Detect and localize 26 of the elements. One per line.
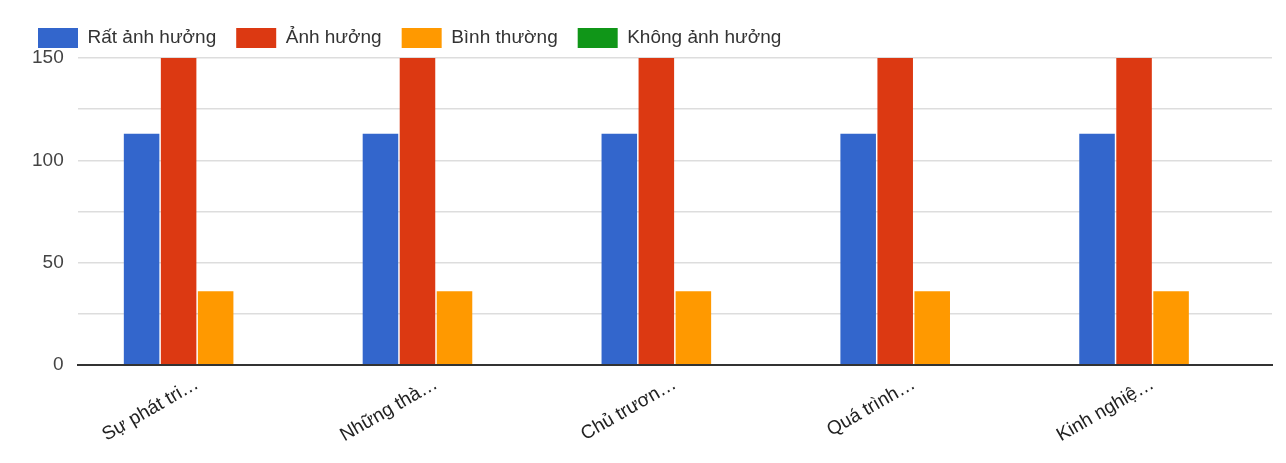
x-tick-label: Kinh nghiệ…: [1052, 372, 1158, 446]
legend-label: Không ảnh hưởng: [627, 26, 782, 48]
bar: [638, 58, 675, 365]
bar: [123, 133, 160, 365]
bar: [399, 58, 436, 365]
legend-label: Ảnh hưởng: [285, 26, 382, 48]
bar: [1116, 58, 1152, 365]
bar: [1153, 291, 1189, 365]
bar: [675, 291, 712, 365]
bar: [601, 133, 638, 365]
bar: [197, 291, 234, 365]
bar: [840, 133, 876, 365]
bar: [362, 133, 399, 365]
y-tick-label: 0: [53, 353, 64, 375]
y-tick-label: 100: [32, 148, 64, 170]
bar: [877, 58, 913, 365]
bar: [160, 58, 197, 365]
x-tick-label: Quá trình…: [822, 372, 919, 440]
bar: [1079, 133, 1115, 365]
legend-label: Rất ảnh hưởng: [87, 26, 217, 48]
x-tick-label: Sự phát tri…: [98, 372, 202, 445]
bar: [914, 291, 950, 365]
legend-label: Bình thường: [451, 26, 558, 48]
y-tick-label: 150: [32, 46, 64, 68]
bar: [436, 291, 473, 365]
y-tick-label: 50: [42, 250, 64, 272]
